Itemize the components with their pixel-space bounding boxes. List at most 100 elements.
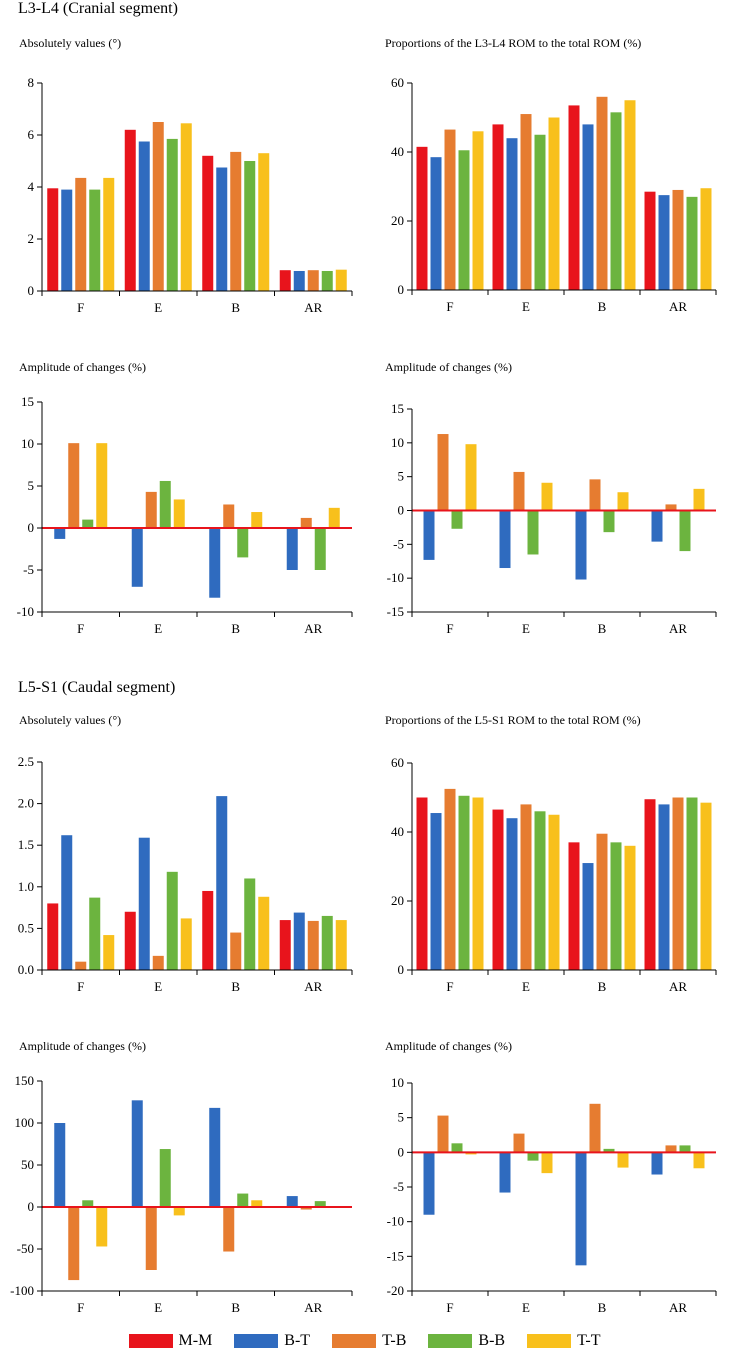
y-tick-label: -5 [393, 536, 404, 551]
bar-t-t-f [465, 1152, 477, 1155]
x-tick-label-e: E [522, 1300, 530, 1315]
panel-title-l3l4-abs: Absolutely values (°) [19, 36, 122, 50]
x-tick-label-ar: AR [669, 1300, 687, 1315]
y-tick-label: 2 [28, 231, 35, 246]
y-tick-label: -20 [387, 1283, 404, 1298]
x-tick-label-e: E [154, 979, 162, 994]
bar-b-t-ar [658, 195, 670, 291]
bar-m-m-e [124, 129, 136, 291]
bar-b-b-f [89, 897, 101, 970]
bar-b-b-ar [314, 1201, 326, 1207]
legend-item-t-t: T-T [527, 1332, 600, 1350]
x-tick-label-b: B [598, 1300, 607, 1315]
bar-b-b-f [89, 189, 101, 291]
y-tick-label: 4 [28, 179, 35, 194]
bar-b-b-f [82, 519, 94, 528]
bar-b-b-ar [686, 196, 698, 290]
bar-t-b-f [444, 129, 456, 290]
bar-b-t-e [138, 837, 150, 970]
bar-t-t-b [251, 1200, 263, 1207]
bar-m-m-ar [644, 191, 656, 290]
bar-b-t-ar [286, 528, 298, 570]
x-tick-label-b: B [231, 621, 240, 636]
bar-t-t-e [548, 117, 560, 290]
legend-label-b-b: B-B [478, 1332, 506, 1349]
legend-label-b-t: B-T [284, 1332, 311, 1349]
bar-t-t-e [173, 499, 185, 528]
y-tick-label: 15 [21, 394, 34, 409]
bar-t-b-b [596, 96, 608, 290]
y-tick-label: 50 [21, 1157, 34, 1172]
bar-m-m-f [416, 146, 428, 290]
x-tick-label-b: B [598, 979, 607, 994]
section-title-cranial: L3-L4 (Cranial segment) [18, 0, 178, 17]
y-tick-label: 15 [391, 401, 404, 416]
bar-m-m-ar [644, 799, 656, 970]
y-tick-label: -5 [393, 1179, 404, 1194]
bar-b-b-b [603, 510, 615, 533]
bar-b-b-ar [321, 270, 333, 291]
bar-b-b-b [610, 842, 622, 970]
bar-t-b-ar [307, 920, 319, 970]
bar-t-b-b [589, 1103, 601, 1153]
y-tick-label: 60 [391, 755, 404, 770]
bar-t-t-b [258, 153, 270, 291]
y-tick-label: 5 [28, 478, 35, 493]
bar-t-b-e [145, 1207, 157, 1270]
bar-b-t-e [499, 510, 511, 569]
bar-b-b-f [458, 795, 470, 970]
y-tick-label: 0 [398, 503, 405, 518]
y-tick-label: 1.5 [18, 837, 34, 852]
bar-t-b-e [145, 491, 157, 528]
legend-swatch-b-t [234, 1334, 279, 1348]
x-tick-label-e: E [522, 299, 530, 314]
legend-label-t-b: T-B [382, 1332, 407, 1349]
bar-m-m-e [492, 124, 504, 291]
bar-m-m-b [202, 890, 214, 970]
bar-t-b-f [68, 443, 80, 528]
bar-t-t-f [472, 131, 484, 290]
bar-t-b-ar [665, 1145, 677, 1153]
y-tick-label: 40 [391, 144, 404, 159]
bar-b-b-ar [686, 797, 698, 970]
bar-m-m-b [202, 155, 214, 291]
x-tick-label-ar: AR [669, 979, 687, 994]
bar-t-t-f [103, 177, 115, 291]
y-tick-label: 0 [28, 1199, 35, 1214]
bar-b-b-b [244, 161, 256, 291]
bar-t-t-ar [693, 488, 705, 511]
bar-t-b-f [437, 434, 449, 511]
bar-t-t-f [96, 1207, 108, 1247]
bar-t-t-e [180, 918, 192, 970]
y-tick-label: 6 [28, 127, 35, 142]
bar-b-t-ar [651, 1152, 663, 1175]
bar-b-b-f [451, 1143, 463, 1153]
y-tick-label: -15 [387, 1248, 404, 1263]
bar-b-b-ar [679, 1145, 691, 1153]
y-tick-label: 20 [391, 213, 404, 228]
bar-t-t-e [180, 123, 192, 291]
y-tick-label: 0 [28, 283, 35, 298]
bar-b-b-e [534, 811, 546, 970]
y-tick-label: 2.0 [18, 796, 34, 811]
chart-l3l4-amplitude-absolute: -10 -5 0 5 10 15 F E B AR [17, 394, 353, 636]
bar-b-t-f [61, 189, 73, 291]
bar-t-t-f [103, 935, 115, 970]
chart-l5s1-proportions: 0 20 40 60 F E B AR [391, 755, 717, 994]
x-tick-label-f: F [77, 1300, 84, 1315]
bar-b-t-ar [293, 270, 305, 291]
bar-t-b-ar [300, 1207, 312, 1210]
chart-l5s1-absolute-values: 0.0 0.5 1.0 1.5 2.0 2.5 F E B AR [18, 754, 353, 994]
bar-t-b-e [152, 122, 164, 291]
bar-b-b-e [166, 138, 178, 291]
bar-b-b-f [82, 1200, 94, 1207]
y-tick-label: 5 [398, 1110, 405, 1125]
bar-m-m-b [568, 105, 580, 290]
panel-title-l5s1-prop: Proportions of the L5-S1 ROM to the tota… [385, 713, 641, 727]
bar-b-t-b [216, 167, 228, 291]
bar-b-b-e [527, 1152, 539, 1161]
bar-b-t-ar [293, 912, 305, 970]
y-tick-label: 1.0 [18, 879, 34, 894]
bar-t-b-e [513, 1133, 525, 1153]
bar-t-t-f [472, 797, 484, 970]
